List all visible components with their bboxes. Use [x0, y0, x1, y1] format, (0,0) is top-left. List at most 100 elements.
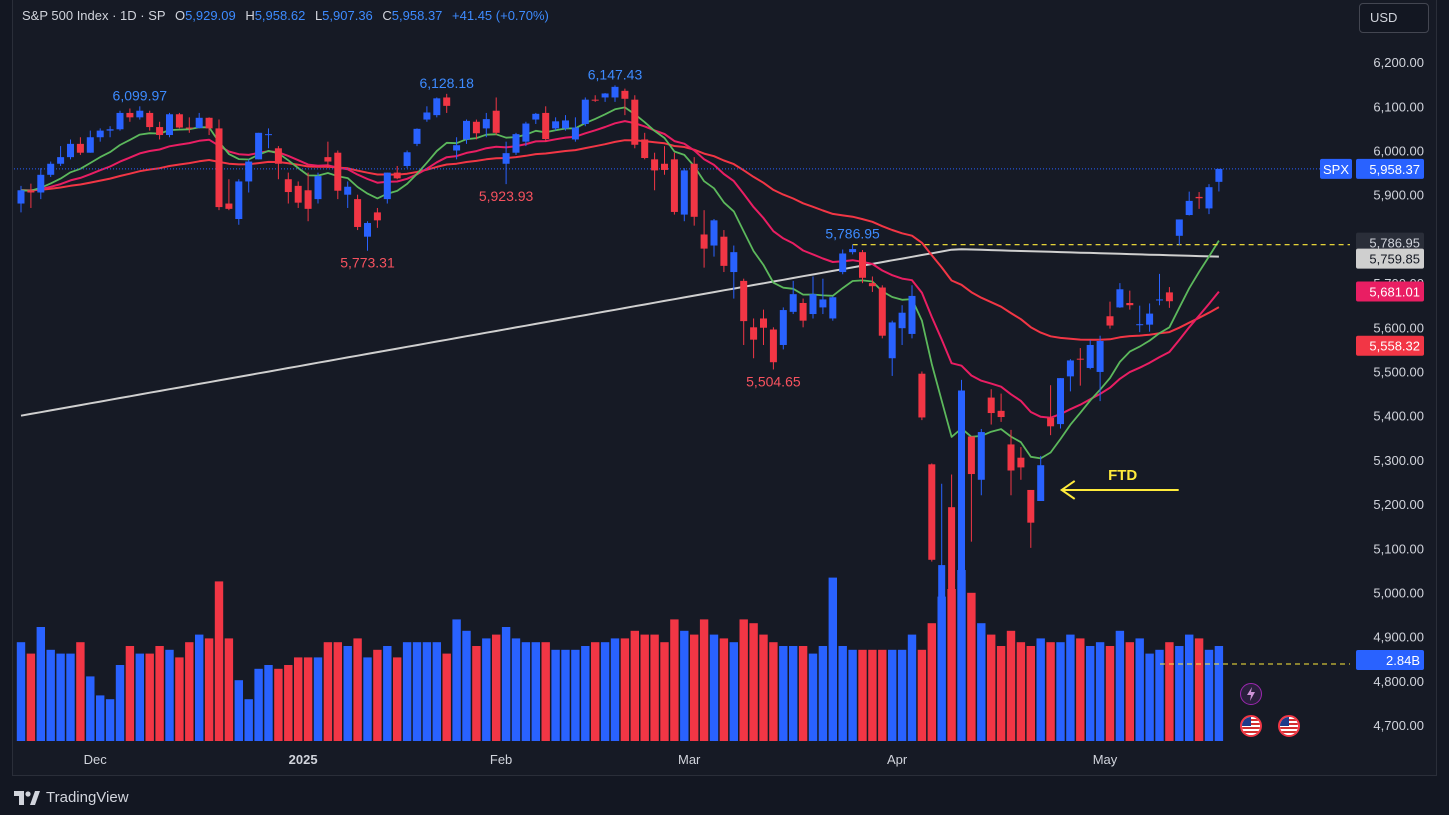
volume-bar — [125, 646, 135, 741]
volume-bar — [878, 649, 887, 741]
volume-bar — [917, 649, 927, 741]
volume-bar — [897, 649, 907, 741]
volume-bar — [868, 649, 877, 741]
volume-bar — [145, 653, 154, 741]
volume-bar — [343, 646, 352, 741]
close-label: C — [382, 8, 392, 23]
symbol-line[interactable]: S&P 500 Index · 1D · SP — [22, 8, 166, 23]
candle-body — [670, 159, 678, 212]
tradingview-logo-icon — [14, 790, 40, 805]
candle-body — [136, 110, 144, 118]
candle-body — [898, 312, 906, 329]
x-tick-label: May — [1093, 752, 1118, 767]
us-flag-event-icon[interactable] — [1240, 715, 1262, 737]
price-annotation: 5,923.93 — [479, 188, 534, 204]
volume-bar — [412, 642, 422, 741]
volume-bar — [313, 657, 323, 741]
volume-bar — [165, 649, 174, 741]
volume-bar — [76, 642, 85, 741]
volume-bar — [650, 634, 659, 741]
candle-body — [76, 143, 84, 153]
volume-bar — [1115, 630, 1125, 741]
candle-body — [146, 112, 154, 128]
candle-body — [1175, 219, 1183, 236]
candle-body — [57, 157, 65, 164]
volume-bar — [769, 642, 778, 741]
y-tick-label: 5,100.00 — [1373, 541, 1424, 556]
volume-bar — [383, 646, 392, 741]
candle-body — [948, 507, 956, 601]
candle-body — [878, 287, 886, 336]
candle-body — [552, 121, 560, 129]
high-value: 5,958.62 — [254, 8, 306, 23]
candle-body — [37, 174, 45, 193]
volume-bar — [1066, 634, 1075, 741]
volume-bar — [541, 642, 550, 741]
us-flag-event-icon[interactable] — [1278, 715, 1300, 737]
volume-bar — [1165, 642, 1174, 741]
ftd-arrow-head — [1059, 480, 1076, 500]
volume-bar — [294, 657, 303, 741]
alert-bolt-icon[interactable] — [1240, 683, 1262, 705]
volume-bar — [66, 653, 75, 741]
candle-body — [967, 436, 975, 475]
y-tick-label: 5,400.00 — [1373, 409, 1424, 424]
volume-bar — [16, 642, 26, 741]
volume-bar — [462, 630, 471, 741]
volume-bar — [749, 623, 758, 741]
volume-bar — [402, 642, 412, 741]
volume-bar — [393, 657, 402, 741]
candle-body — [265, 134, 272, 136]
candle-body — [1086, 344, 1094, 368]
volume-bar — [1105, 646, 1115, 741]
candle-body — [235, 181, 243, 220]
volume-bar — [363, 657, 372, 741]
volume-bar — [670, 619, 679, 741]
price-annotation: 5,504.65 — [746, 373, 801, 389]
volume-bar — [789, 646, 798, 741]
ma-white-price-tag: 5,759.85 — [1369, 252, 1420, 267]
ma-green-line — [20, 106, 1220, 460]
y-tick-label: 5,600.00 — [1373, 320, 1424, 335]
volume-bar — [531, 642, 540, 741]
resistance-price-tag: 5,786.95 — [1369, 236, 1420, 251]
volume-bar — [660, 642, 669, 741]
candle-body — [581, 99, 589, 124]
y-tick-label: 5,300.00 — [1373, 453, 1424, 468]
volume-bar — [175, 657, 184, 741]
ftd-label: FTD — [1108, 467, 1137, 484]
volume-bar — [501, 627, 511, 741]
candle-body — [1047, 417, 1055, 427]
volume-bar — [353, 638, 362, 741]
candle-body — [1017, 457, 1025, 468]
volume-bar — [1095, 642, 1105, 741]
candle-body — [185, 127, 193, 129]
candle-body — [661, 163, 668, 170]
candle-body — [1185, 200, 1193, 216]
candle-body — [750, 327, 758, 340]
volume-bar — [690, 634, 699, 741]
candle-body — [274, 148, 282, 164]
candle-body — [730, 252, 738, 273]
candle-body — [324, 157, 332, 162]
resistance-price-tag-bg — [1356, 232, 1424, 253]
candle-body — [1007, 444, 1015, 471]
volume-bar — [224, 638, 234, 741]
candle-body — [918, 373, 926, 418]
volume-bar — [115, 665, 125, 741]
volume-bar — [185, 642, 194, 741]
currency-button[interactable]: USD — [1359, 3, 1429, 33]
candle-body — [47, 163, 55, 175]
candle-body — [492, 110, 500, 133]
low-label: L — [314, 8, 323, 23]
volume-bar — [828, 577, 837, 741]
candle-body — [522, 123, 530, 142]
candle-body — [690, 163, 698, 217]
ma-pink-line — [20, 120, 1220, 419]
candle-body — [502, 153, 510, 164]
tradingview-logo[interactable]: TradingView — [14, 789, 129, 806]
candle-body — [859, 252, 866, 278]
price-annotation: 6,147.43 — [588, 66, 643, 82]
x-tick-label: Feb — [490, 752, 512, 767]
